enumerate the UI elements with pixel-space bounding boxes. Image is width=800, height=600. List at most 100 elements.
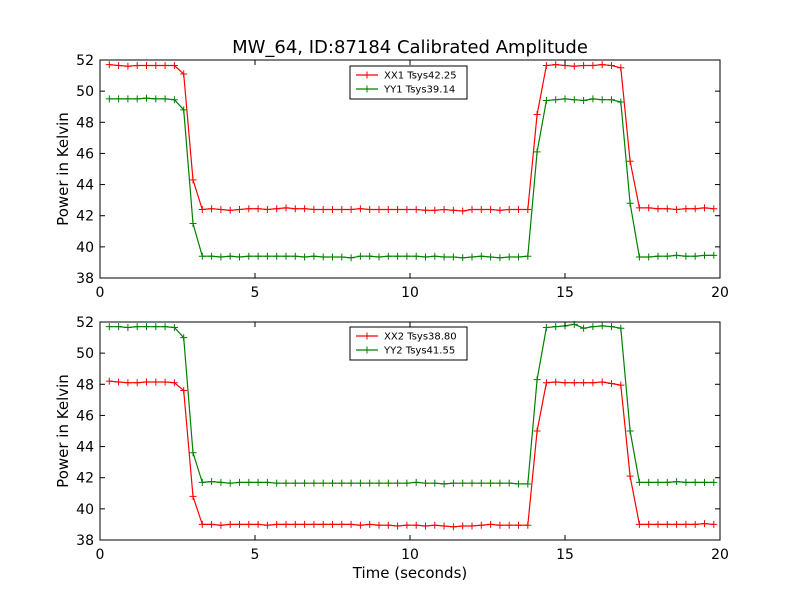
data-point [338,253,346,261]
data-point [319,253,327,261]
data-point [524,252,532,260]
data-point [338,520,346,528]
data-point [431,206,439,214]
data-point [310,479,318,487]
data-point [608,61,615,69]
data-point [384,252,392,260]
data-point [635,478,643,486]
data-point [226,252,234,260]
data-point [356,252,364,260]
data-point [236,520,243,528]
y-tick-label: 42 [76,471,94,487]
data-point [673,251,681,259]
data-point [477,521,485,529]
data-point [366,479,374,487]
data-point [254,520,262,528]
data-point [273,479,281,487]
data-point [115,61,123,69]
legend: XX2 Tsys38.80 YY2 Tsys41.55 [349,326,468,361]
data-point [496,479,504,487]
data-point [505,521,513,529]
data-point [533,148,541,156]
data-point [245,520,253,528]
data-point [701,204,708,212]
data-point [598,96,606,104]
data-point [598,322,606,330]
data-point [580,61,588,69]
data-point [468,253,476,261]
data-point [468,479,476,487]
data-point [645,478,653,486]
data-point [682,252,690,260]
data-point [217,205,225,213]
data-point [105,61,113,69]
data-point [236,478,243,486]
data-point [617,324,625,332]
data-point [440,253,448,261]
data-point [524,205,532,213]
data-point [682,520,690,528]
data-point [282,520,290,528]
y-tick-label: 38 [76,533,94,549]
data-point [161,378,169,386]
data-point [617,98,625,106]
data-point [645,520,653,528]
legend: XX1 Tsys42.25 YY1 Tsys39.14 [349,65,468,100]
data-point [226,206,234,214]
chart-title: MW_64, ID:87184 Calibrated Amplitude [232,37,588,58]
data-point [143,378,150,386]
data-point [663,520,671,528]
data-point [635,520,643,528]
data-point [626,157,634,165]
data-point [403,479,411,487]
data-point [180,106,188,114]
x-tick-label: 10 [401,547,419,563]
data-point [143,94,150,102]
y-tick-label: 44 [76,178,94,194]
data-point [161,61,169,69]
data-point [617,381,625,389]
data-point [449,479,457,487]
data-point [133,95,141,103]
panel-top: 0 5 10 15 20 38 40 42 44 46 48 50 52 Power in Kelvin X… [54,53,729,301]
data-point [189,492,197,500]
data-point [598,61,606,69]
data-point [468,205,476,213]
data-point [170,96,178,104]
data-point [691,205,699,213]
data-point [282,479,290,487]
data-point [394,522,402,530]
y-tick-label: 52 [76,53,94,69]
data-point [487,205,495,213]
data-point [403,521,411,529]
data-point [356,479,364,487]
data-point [570,62,578,70]
x-tick-label: 0 [96,547,105,563]
data-point [143,323,150,331]
data-point [375,521,383,529]
data-point [124,379,132,387]
data-point [198,205,206,213]
data-point [589,95,597,103]
data-point [198,478,206,486]
data-point [691,252,699,260]
data-point [263,205,271,213]
data-point [301,253,309,261]
data-point [329,253,336,261]
data-point [635,253,643,261]
data-point [589,61,597,69]
plot-frame [99,59,721,279]
data-point [208,520,216,528]
data-point [533,376,541,384]
data-point [263,252,271,260]
data-point [170,379,178,387]
data-point [533,111,541,118]
y-tick-label: 42 [76,209,94,225]
data-point [366,520,374,528]
y-tick-label: 46 [76,408,94,424]
x-tick-label: 5 [251,285,260,301]
data-point [394,252,402,260]
data-point [663,478,671,486]
data-point [115,95,123,103]
